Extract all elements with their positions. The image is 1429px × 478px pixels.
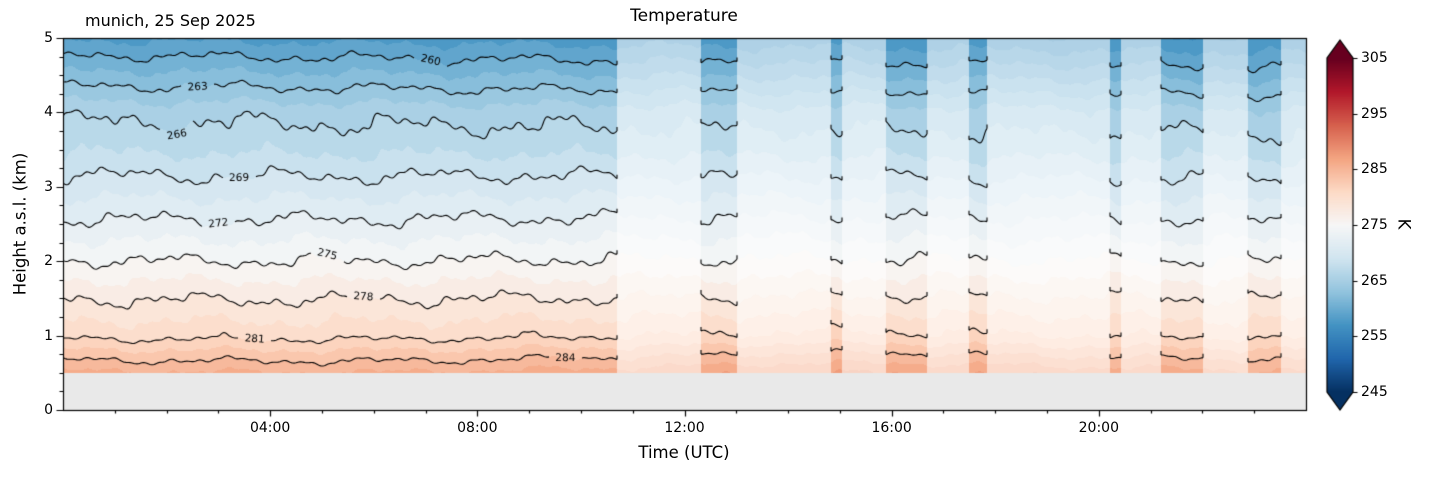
chart-title: Temperature bbox=[630, 6, 738, 26]
y-tick-label: 2 bbox=[44, 253, 53, 270]
y-tick-label: 3 bbox=[44, 178, 53, 195]
colorbar-tick-label: 305 bbox=[1361, 50, 1388, 66]
colorbar-tick-label: 285 bbox=[1361, 161, 1388, 178]
colorbar-tick-label: 255 bbox=[1361, 328, 1388, 345]
x-tick-label: 08:00 bbox=[457, 420, 498, 436]
y-tick-label: 4 bbox=[44, 104, 53, 121]
y-axis-label: Height a.s.l. (km) bbox=[10, 152, 30, 296]
x-tick-label: 20:00 bbox=[1078, 420, 1119, 436]
colorbar-tick-label: 295 bbox=[1361, 105, 1388, 122]
colorbar-tick-label: 265 bbox=[1361, 272, 1388, 289]
x-axis-label: Time (UTC) bbox=[638, 443, 730, 462]
station-date-annotation: munich, 25 Sep 2025 bbox=[85, 11, 256, 30]
colorbar-tick-label: 245 bbox=[1361, 384, 1388, 400]
y-tick-label: 1 bbox=[44, 327, 53, 344]
y-tick-label: 5 bbox=[44, 30, 53, 46]
colorbar-tick-label: 275 bbox=[1361, 217, 1388, 233]
x-tick-label: 16:00 bbox=[871, 420, 912, 436]
y-tick-label: 0 bbox=[44, 402, 53, 418]
x-tick-label: 04:00 bbox=[249, 420, 291, 436]
x-tick-label: 12:00 bbox=[664, 420, 705, 436]
